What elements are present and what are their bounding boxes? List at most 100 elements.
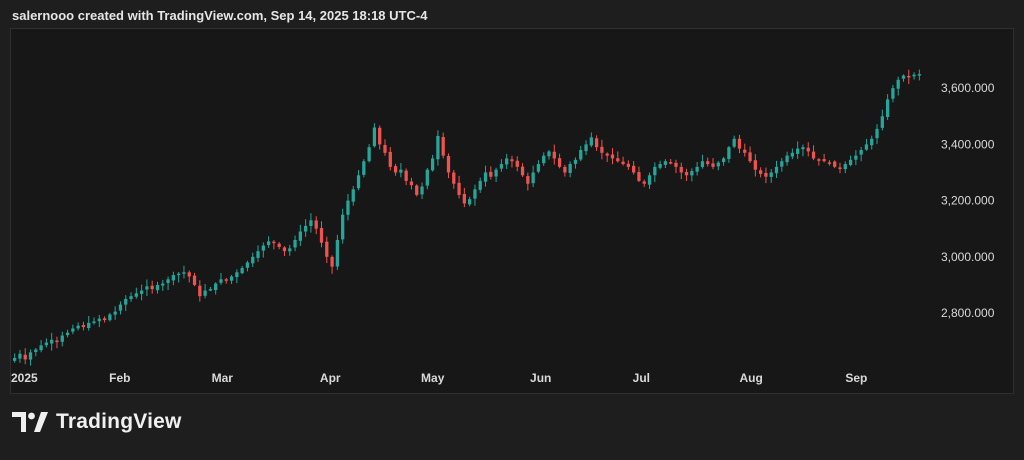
candle (468, 196, 472, 207)
candle (118, 301, 123, 315)
candle (848, 155, 853, 167)
candle (198, 280, 202, 302)
candle-body (468, 199, 472, 205)
candle-body (60, 335, 64, 342)
candle-body (727, 147, 731, 159)
time-tick-label: Jul (633, 371, 650, 385)
time-axis-labels: 2025 Feb Mar Apr May Jun Jul Aug Sep (11, 371, 867, 385)
candle-body (393, 166, 398, 173)
candle-body (415, 185, 419, 195)
candle (489, 166, 493, 180)
candle-body (478, 180, 482, 190)
candle (166, 276, 170, 291)
candle-body (758, 170, 763, 174)
candle (372, 123, 377, 148)
candle (653, 162, 657, 183)
candle-body (637, 172, 641, 181)
candle-body (161, 283, 165, 286)
candle-body (44, 342, 49, 346)
candle (753, 154, 757, 177)
candle (97, 315, 101, 328)
candle-body (753, 160, 757, 170)
candle (367, 144, 371, 163)
candle (716, 160, 720, 171)
price-tick-label: 3,600.000 (941, 81, 995, 95)
candle-body (515, 160, 519, 167)
candle-body (288, 248, 292, 252)
candle-body (28, 352, 33, 360)
candle-body (563, 166, 567, 173)
candle-body (917, 74, 921, 76)
candle (616, 151, 620, 163)
candle (87, 316, 91, 331)
candle-body (796, 148, 800, 154)
candle-body (362, 161, 366, 175)
candle (60, 331, 64, 347)
candle (272, 240, 276, 250)
candle (801, 144, 805, 157)
candle (737, 134, 742, 154)
candle (155, 281, 160, 294)
candle-body (251, 256, 255, 264)
candle-body (356, 175, 361, 189)
candle-body (330, 256, 334, 267)
candle (817, 158, 821, 166)
candle-body (695, 166, 699, 172)
candle-body (716, 162, 720, 167)
candle-body (187, 272, 191, 277)
candle (864, 138, 869, 151)
candle-body (854, 155, 858, 160)
candle (266, 236, 271, 248)
time-tick-label: Jun (530, 371, 551, 385)
candle-body (383, 144, 387, 153)
candle (150, 280, 154, 294)
candle-body (626, 163, 631, 167)
candle (177, 271, 181, 283)
candle-body (113, 311, 117, 315)
candle (769, 168, 773, 183)
candle (589, 132, 593, 148)
candle-body (224, 279, 228, 281)
candle-body (700, 161, 705, 167)
candle-body (510, 159, 514, 162)
candle-body (351, 189, 355, 202)
candle (563, 164, 567, 177)
candle-body (341, 214, 345, 240)
candle-body (732, 138, 736, 147)
candle (76, 322, 80, 331)
candle-body (610, 154, 615, 159)
candle-body (642, 181, 646, 184)
candle-body (653, 166, 657, 176)
candle-body (277, 243, 281, 247)
candle (526, 172, 530, 191)
candle (245, 260, 250, 272)
candle (314, 216, 318, 235)
candle (568, 161, 572, 178)
candle-body (690, 171, 694, 176)
candle-body (568, 164, 572, 173)
candle (743, 143, 747, 157)
candle (404, 168, 408, 186)
candle-body (18, 353, 22, 359)
candle (473, 184, 477, 206)
candle (478, 177, 482, 193)
candle-body (721, 158, 726, 163)
candle-body (632, 165, 636, 173)
candle-body (118, 304, 123, 311)
candle (515, 156, 519, 172)
candle (494, 167, 498, 183)
candle-body (817, 159, 821, 161)
candle (102, 316, 107, 323)
candle-body (171, 275, 176, 281)
candle-body (39, 345, 43, 351)
candle-body (605, 153, 609, 156)
candle-body (870, 138, 874, 146)
candle (774, 160, 779, 178)
candle (552, 144, 556, 165)
candle-body (473, 189, 477, 199)
candle-body (346, 200, 350, 215)
candle (224, 277, 228, 284)
candle (896, 76, 900, 96)
candle-body (139, 290, 144, 294)
candle (23, 348, 27, 365)
